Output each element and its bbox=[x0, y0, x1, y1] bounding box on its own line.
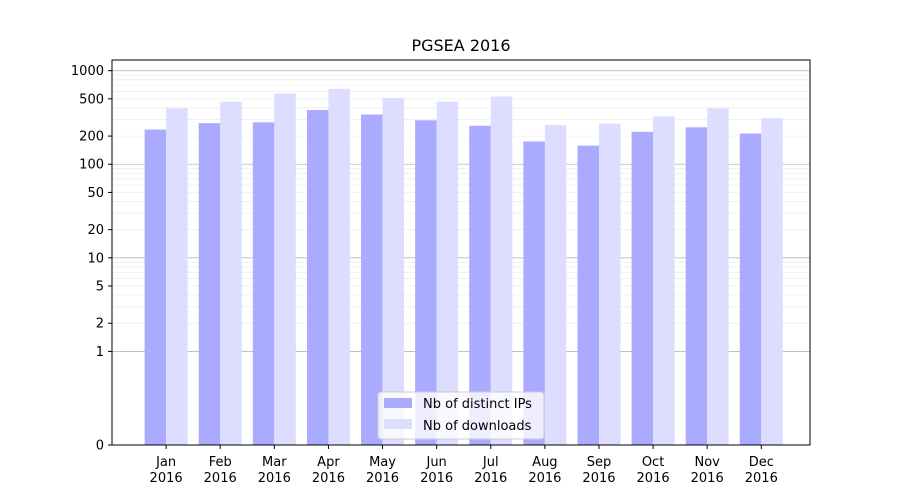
legend: Nb of distinct IPs Nb of downloads bbox=[377, 391, 545, 440]
legend-swatch-distinct-ips bbox=[384, 398, 412, 408]
bar-downloads bbox=[166, 108, 188, 446]
bar-distinct-ips bbox=[415, 120, 437, 445]
x-axis: Jan2016Feb2016Mar2016Apr2016May2016Jun20… bbox=[150, 445, 778, 486]
bar-downloads bbox=[761, 118, 783, 445]
x-tick-label-month: Dec bbox=[749, 455, 774, 470]
y-tick-label: 0 bbox=[96, 439, 104, 454]
bar-distinct-ips bbox=[144, 129, 167, 445]
bar-downloads bbox=[274, 93, 296, 445]
y-tick-label: 100 bbox=[79, 158, 104, 173]
y-tick-label: 1000 bbox=[71, 64, 104, 79]
x-tick-label-year: 2016 bbox=[420, 471, 453, 486]
x-tick-label-year: 2016 bbox=[582, 471, 615, 486]
y-tick-label: 1 bbox=[96, 345, 104, 360]
bar-distinct-ips bbox=[252, 122, 275, 445]
bar-distinct-ips bbox=[523, 141, 545, 445]
bar-downloads bbox=[544, 125, 567, 446]
x-tick-label-month: May bbox=[369, 455, 396, 470]
x-tick-label-month: Nov bbox=[695, 455, 721, 470]
bar-distinct-ips bbox=[739, 133, 762, 445]
legend-swatch-downloads bbox=[384, 419, 412, 429]
bars bbox=[144, 88, 783, 446]
x-tick-label-year: 2016 bbox=[258, 471, 291, 486]
x-tick-label-year: 2016 bbox=[204, 471, 237, 486]
bar-downloads bbox=[490, 96, 513, 446]
x-tick-label-month: Aug bbox=[532, 455, 557, 470]
x-tick-label-month: Jun bbox=[425, 455, 446, 470]
x-tick-label-year: 2016 bbox=[528, 471, 561, 486]
x-tick-label-month: Feb bbox=[209, 455, 232, 470]
bar-distinct-ips bbox=[577, 145, 599, 445]
y-tick-label: 20 bbox=[87, 223, 104, 238]
x-tick-label-month: Mar bbox=[262, 455, 287, 470]
y-tick-label: 50 bbox=[87, 186, 104, 201]
bar-downloads bbox=[436, 101, 459, 446]
y-tick-label: 5 bbox=[96, 280, 104, 295]
y-tick-label: 2 bbox=[96, 317, 104, 332]
bar-distinct-ips bbox=[685, 127, 708, 445]
x-tick-label-month: Sep bbox=[587, 455, 612, 470]
bar-distinct-ips bbox=[361, 114, 383, 445]
x-tick-label-month: Jan bbox=[155, 455, 176, 470]
y-tick-label: 10 bbox=[87, 251, 104, 266]
bar-distinct-ips bbox=[631, 131, 654, 445]
x-tick-label-month: Jul bbox=[482, 455, 499, 470]
bar-downloads bbox=[598, 123, 621, 445]
x-tick-label-year: 2016 bbox=[637, 471, 670, 486]
y-tick-label: 500 bbox=[79, 92, 104, 107]
plot-frame bbox=[111, 59, 811, 446]
x-tick-label-year: 2016 bbox=[745, 471, 778, 486]
bar-distinct-ips bbox=[198, 123, 221, 446]
x-tick-label-month: Apr bbox=[317, 455, 340, 470]
x-tick-label-year: 2016 bbox=[691, 471, 724, 486]
bar-downloads bbox=[328, 88, 350, 445]
bar-distinct-ips bbox=[469, 125, 491, 445]
x-tick-label-month: Oct bbox=[642, 455, 664, 470]
bar-downloads bbox=[220, 101, 242, 446]
x-tick-label-year: 2016 bbox=[150, 471, 183, 486]
bar-distinct-ips bbox=[306, 109, 329, 446]
chart-title: PGSEA 2016 bbox=[411, 36, 510, 55]
x-tick-label-year: 2016 bbox=[474, 471, 507, 486]
y-axis: 0 1 2 5 10 20 50 100 200 500 1000 bbox=[71, 64, 112, 454]
x-tick-label-year: 2016 bbox=[366, 471, 399, 486]
legend-label-downloads: Nb of downloads bbox=[423, 419, 532, 434]
bar-downloads bbox=[653, 116, 675, 445]
legend-frame bbox=[377, 391, 545, 440]
bar-downloads bbox=[707, 108, 729, 446]
legend-label-distinct-ips: Nb of distinct IPs bbox=[423, 397, 532, 412]
y-tick-label: 200 bbox=[79, 130, 104, 145]
x-tick-label-year: 2016 bbox=[312, 471, 345, 486]
bar-downloads bbox=[382, 98, 405, 446]
